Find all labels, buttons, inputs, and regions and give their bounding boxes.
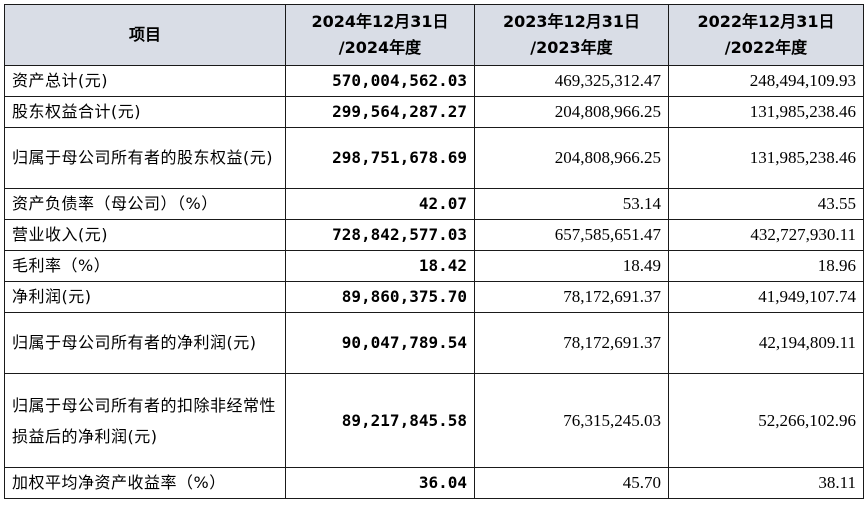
value-2024: 298,751,678.69 xyxy=(285,127,475,189)
table-row: 归属于母公司所有者的扣除非经常性损益后的净利润(元) 89,217,845.58… xyxy=(4,373,864,468)
value-2023: 78,172,691.37 xyxy=(474,281,669,313)
value-2023: 45.70 xyxy=(474,467,669,499)
table-row: 归属于母公司所有者的净利润(元) 90,047,789.54 78,172,69… xyxy=(4,312,864,374)
table-row: 股东权益合计(元) 299,564,287.27 204,808,966.25 … xyxy=(4,96,864,128)
value-2022: 432,727,930.11 xyxy=(668,219,864,251)
header-row: 项目 2024年12月31日 /2024年度 2023年12月31日 /2023… xyxy=(4,4,864,66)
value-2023: 76,315,245.03 xyxy=(474,373,669,468)
value-2024: 18.42 xyxy=(285,250,475,282)
value-2022: 38.11 xyxy=(668,467,864,499)
row-label: 资产负债率（母公司）（%） xyxy=(4,188,286,220)
row-label: 归属于母公司所有者的扣除非经常性损益后的净利润(元) xyxy=(4,373,286,468)
header-2024-text: 2024年12月31日 /2024年度 xyxy=(311,12,449,57)
row-label: 归属于母公司所有者的净利润(元) xyxy=(4,312,286,374)
header-2022-text: 2022年12月31日 /2022年度 xyxy=(697,12,835,57)
value-2022: 52,266,102.96 xyxy=(668,373,864,468)
table-row: 加权平均净资产收益率（%） 36.04 45.70 38.11 xyxy=(4,467,864,499)
value-2022: 131,985,238.46 xyxy=(668,127,864,189)
value-2024: 89,217,845.58 xyxy=(285,373,475,468)
value-2023: 204,808,966.25 xyxy=(474,127,669,189)
table-row: 毛利率（%） 18.42 18.49 18.96 xyxy=(4,250,864,282)
value-2024: 90,047,789.54 xyxy=(285,312,475,374)
financial-data-table: 项目 2024年12月31日 /2024年度 2023年12月31日 /2023… xyxy=(4,4,864,499)
header-2024: 2024年12月31日 /2024年度 xyxy=(285,4,475,66)
table-row: 归属于母公司所有者的股东权益(元) 298,751,678.69 204,808… xyxy=(4,127,864,189)
value-2023: 53.14 xyxy=(474,188,669,220)
value-2023: 657,585,651.47 xyxy=(474,219,669,251)
table-row: 资产总计(元) 570,004,562.03 469,325,312.47 24… xyxy=(4,65,864,97)
header-item: 项目 xyxy=(4,4,286,66)
value-2024: 728,842,577.03 xyxy=(285,219,475,251)
value-2024: 36.04 xyxy=(285,467,475,499)
value-2022: 41,949,107.74 xyxy=(668,281,864,313)
table-row: 资产负债率（母公司）（%） 42.07 53.14 43.55 xyxy=(4,188,864,220)
row-label: 净利润(元) xyxy=(4,281,286,313)
value-2023: 18.49 xyxy=(474,250,669,282)
value-2022: 18.96 xyxy=(668,250,864,282)
value-2024: 570,004,562.03 xyxy=(285,65,475,97)
table-row: 净利润(元) 89,860,375.70 78,172,691.37 41,94… xyxy=(4,281,864,313)
value-2024: 42.07 xyxy=(285,188,475,220)
row-label: 归属于母公司所有者的股东权益(元) xyxy=(4,127,286,189)
header-2022: 2022年12月31日 /2022年度 xyxy=(668,4,864,66)
value-2023: 78,172,691.37 xyxy=(474,312,669,374)
value-2022: 42,194,809.11 xyxy=(668,312,864,374)
table-row: 营业收入(元) 728,842,577.03 657,585,651.47 43… xyxy=(4,219,864,251)
row-label: 加权平均净资产收益率（%） xyxy=(4,467,286,499)
value-2023: 204,808,966.25 xyxy=(474,96,669,128)
table-header: 项目 2024年12月31日 /2024年度 2023年12月31日 /2023… xyxy=(4,4,864,66)
value-2024: 299,564,287.27 xyxy=(285,96,475,128)
value-2023: 469,325,312.47 xyxy=(474,65,669,97)
table-body: 资产总计(元) 570,004,562.03 469,325,312.47 24… xyxy=(4,65,864,499)
row-label: 股东权益合计(元) xyxy=(4,96,286,128)
header-2023-text: 2023年12月31日 /2023年度 xyxy=(502,12,641,57)
header-2023: 2023年12月31日 /2023年度 xyxy=(474,4,669,66)
value-2022: 43.55 xyxy=(668,188,864,220)
row-label: 营业收入(元) xyxy=(4,219,286,251)
value-2024: 89,860,375.70 xyxy=(285,281,475,313)
row-label: 毛利率（%） xyxy=(4,250,286,282)
value-2022: 248,494,109.93 xyxy=(668,65,864,97)
value-2022: 131,985,238.46 xyxy=(668,96,864,128)
row-label: 资产总计(元) xyxy=(4,65,286,97)
